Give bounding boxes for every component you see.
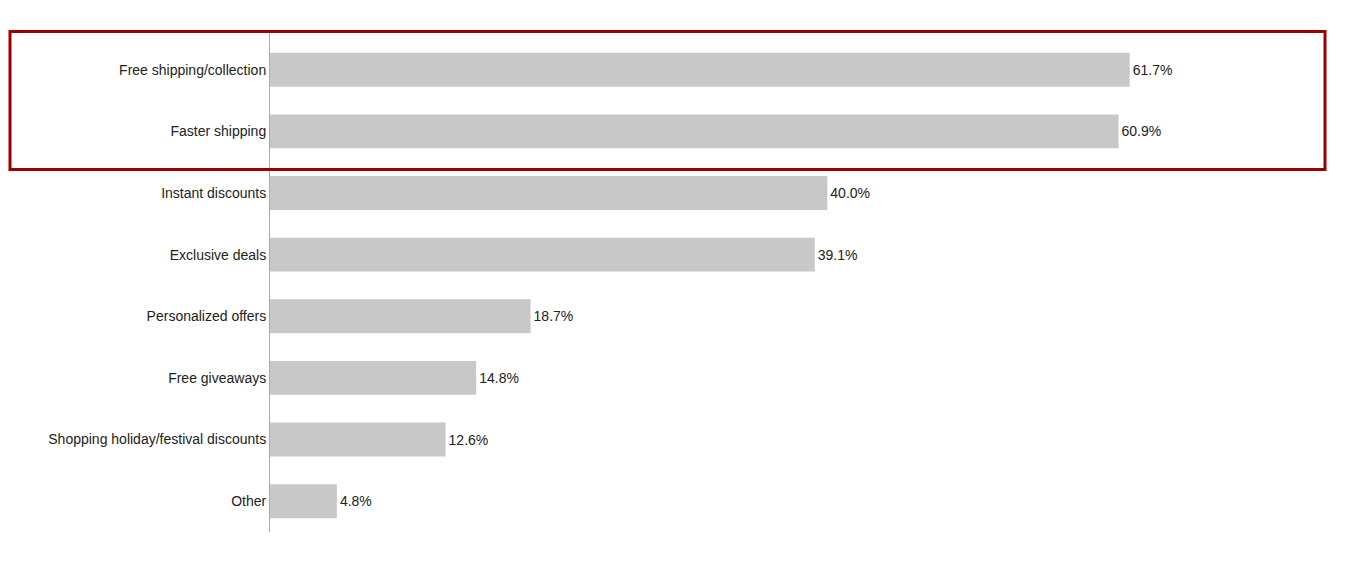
svg-text:Personalized offers: Personalized offers (147, 308, 267, 324)
svg-text:39.1%: 39.1% (818, 247, 858, 263)
svg-text:Free shipping/collection: Free shipping/collection (119, 62, 266, 78)
svg-text:Shopping holiday/festival disc: Shopping holiday/festival discounts (48, 431, 266, 447)
svg-text:12.6%: 12.6% (449, 432, 489, 448)
svg-text:18.7%: 18.7% (534, 308, 574, 324)
svg-text:61.7%: 61.7% (1133, 62, 1173, 78)
svg-text:40.0%: 40.0% (830, 185, 870, 201)
svg-text:14.8%: 14.8% (479, 370, 519, 386)
svg-text:Faster shipping: Faster shipping (170, 123, 266, 139)
svg-text:4.8%: 4.8% (340, 493, 372, 509)
svg-text:Instant discounts: Instant discounts (161, 185, 266, 201)
svg-text:60.9%: 60.9% (1122, 123, 1162, 139)
svg-text:Free giveaways: Free giveaways (168, 370, 266, 386)
svg-text:Exclusive deals: Exclusive deals (170, 247, 267, 263)
svg-text:Other: Other (231, 493, 266, 509)
